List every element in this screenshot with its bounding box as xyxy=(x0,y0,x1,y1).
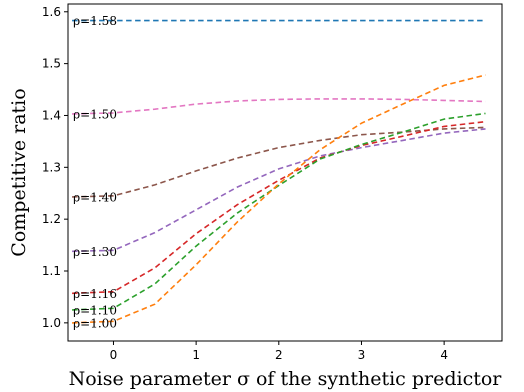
series-line-4 xyxy=(72,120,486,295)
y-axis-ticks: 1.0 1.1 1.2 1.3 1.4 1.5 1.6 xyxy=(42,5,68,330)
x-axis-title: Noise parameter σ of the synthetic predi… xyxy=(69,368,503,390)
y-tick-label: 1.4 xyxy=(42,108,61,122)
series-line-5 xyxy=(72,112,486,311)
y-tick-label: 1.3 xyxy=(42,160,61,174)
series-layer xyxy=(72,19,486,324)
series-label-2: ρ=1.40 xyxy=(73,190,117,204)
series-line-2 xyxy=(72,126,486,198)
series-label-4: ρ=1.16 xyxy=(73,287,117,301)
series-label-layer: ρ=1.58 ρ=1.50 ρ=1.40 ρ=1.30 ρ=1.16 ρ=1.10ρ=1.… xyxy=(73,14,117,330)
y-axis-title: Competitive ratio xyxy=(8,88,30,256)
y-tick-label: 1.6 xyxy=(42,5,61,19)
plot-frame xyxy=(67,3,503,342)
series-label-1: ρ=1.50 xyxy=(73,107,117,121)
x-tick-label: 3 xyxy=(358,348,366,362)
y-tick-label: 1.5 xyxy=(42,57,61,71)
series-label-3: ρ=1.30 xyxy=(73,245,117,259)
x-tick-label: 4 xyxy=(440,348,448,362)
x-tick-label: 1 xyxy=(192,348,200,362)
series-line-3 xyxy=(72,128,486,253)
series-label-0: ρ=1.58 xyxy=(73,14,117,28)
series-label-6: ρ=1.00 xyxy=(73,316,117,330)
series-line-6 xyxy=(72,74,486,324)
y-tick-label: 1.1 xyxy=(42,264,61,278)
series-line-1 xyxy=(72,98,486,115)
x-tick-label: 2 xyxy=(275,348,283,362)
series-label-5: ρ=1.10 xyxy=(73,303,117,317)
y-tick-label: 1.2 xyxy=(42,212,61,226)
x-tick-label: 0 xyxy=(110,348,118,362)
x-axis-ticks: 0 1 2 3 4 xyxy=(110,341,448,362)
y-tick-label: 1.0 xyxy=(42,316,61,330)
